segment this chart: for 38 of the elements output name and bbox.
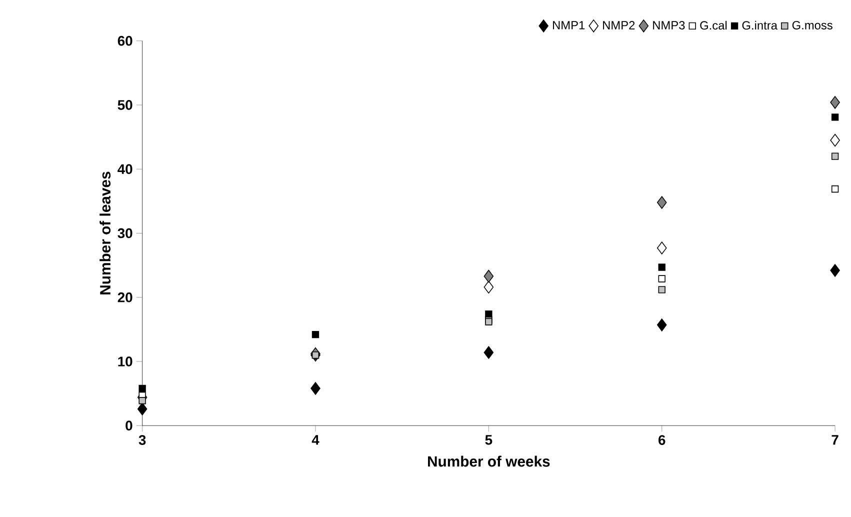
point	[485, 310, 492, 318]
y-tick-label: 30	[118, 228, 132, 238]
x-tick-label: 6	[658, 434, 666, 445]
y-axis-title: Number of leaves	[100, 172, 111, 294]
point	[484, 346, 494, 359]
point	[831, 152, 839, 160]
x-tick-label: 7	[832, 434, 838, 445]
legend-label: NMP1	[553, 20, 585, 30]
y-tick-label: 60	[118, 36, 132, 46]
point	[656, 318, 667, 332]
x-axis-title: Number of weeks	[428, 456, 550, 467]
point	[656, 196, 667, 209]
legend-label: G.intra	[742, 20, 778, 30]
point	[831, 185, 839, 192]
point	[658, 286, 666, 294]
point	[312, 330, 320, 338]
legend-label: G.moss	[792, 20, 832, 30]
y-tick-label: 20	[118, 292, 132, 302]
point	[484, 280, 494, 294]
point	[831, 113, 839, 121]
point	[138, 384, 146, 392]
legend-label: G.cal	[700, 20, 727, 30]
legend-label: NMP3	[653, 20, 685, 30]
point	[484, 270, 494, 282]
x-tick-label: 3	[138, 434, 146, 445]
point	[656, 241, 667, 254]
y-tick-label: 40	[118, 164, 132, 174]
point	[658, 275, 666, 282]
y-tick-label: 50	[118, 100, 132, 110]
y-tick-label: 0	[126, 420, 132, 430]
point	[138, 396, 146, 404]
y-tick-label: 10	[118, 356, 132, 366]
legend-label: NMP2	[603, 20, 635, 30]
x-tick-label: 5	[485, 434, 492, 445]
point	[137, 402, 148, 416]
point	[310, 382, 320, 395]
point	[658, 263, 666, 271]
x-tick-label: 4	[312, 434, 320, 445]
